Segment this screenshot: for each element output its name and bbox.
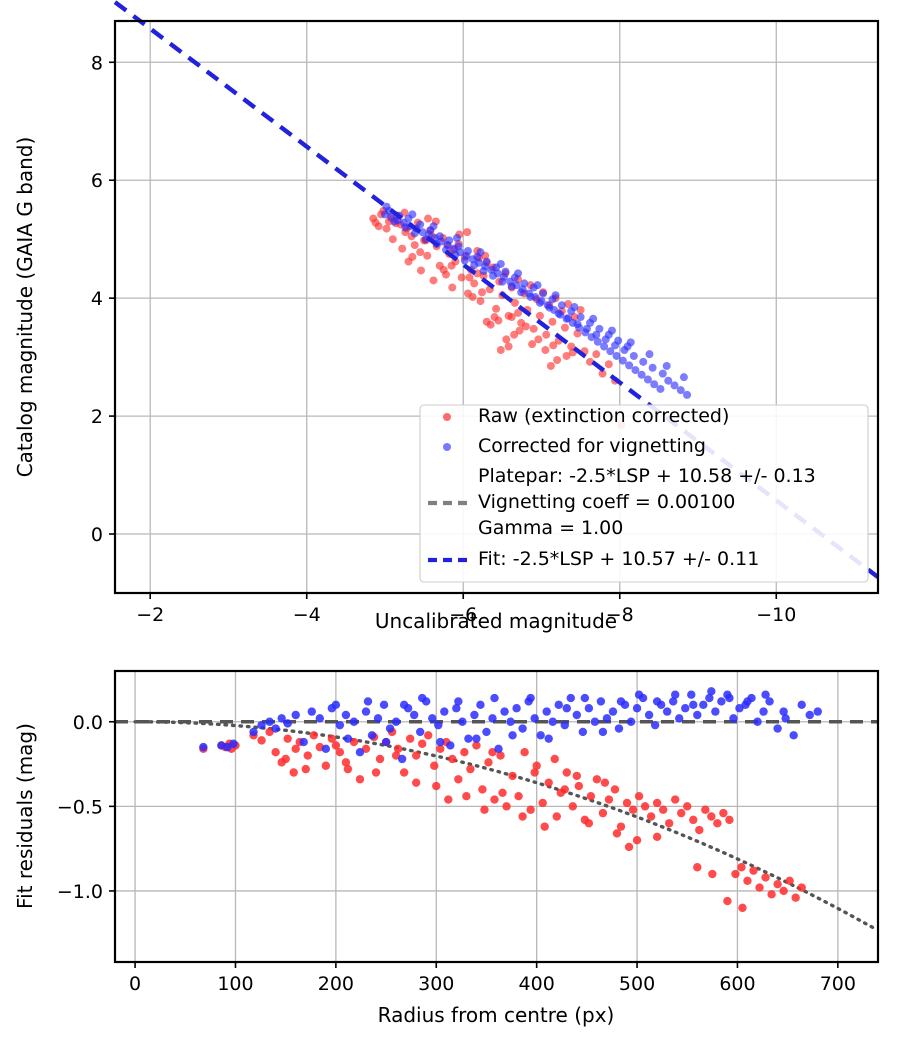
top-y-tick-label: 6 [91,170,103,192]
top-y-tick-label: 0 [91,524,103,546]
fit-residuals-panel: 0 100 200 300 400 500 600 700 0.0 −0.5 −1.0 Radius… [13,669,880,1027]
bottom-x-tick-label: 200 [318,973,354,995]
residual-series-corrected-for-vignetting [199,687,822,764]
top-y-axis-title: Catalog magnitude (GAIA G band) [13,137,37,478]
top-y-tick-label: 2 [91,406,103,428]
bottom-tickmarks [109,720,839,968]
bottom-y-tick-label: 0.0 [73,712,103,734]
top-y-tick-label: 4 [91,288,103,310]
bottom-tick-labels: 0 100 200 300 400 500 600 700 0.0 −0.5 −1.0 [57,712,856,995]
top-y-tick-label: 8 [91,52,103,74]
top-tickmarks [109,61,778,599]
legend-label: Fit: -2.5*LSP + 10.57 +/- 0.11 [478,548,759,570]
bottom-x-tick-label: 600 [719,973,755,995]
bottom-x-tick-label: 100 [217,973,253,995]
top-axes-frame [113,19,880,595]
bottom-y-axis-title: Fit residuals (mag) [13,723,37,909]
bottom-axes-frame [113,669,880,964]
top-x-tick-label: −8 [606,604,634,626]
bottom-x-tick-label: 500 [619,973,655,995]
vignetting-curve [133,720,878,931]
legend-label: Gamma = 1.00 [478,517,623,539]
top-x-axis-title: Uncalibrated magnitude [375,609,617,633]
bottom-y-tick-label: −1.0 [57,881,103,903]
legend-label: Vignetting coeff = 0.00100 [478,491,735,513]
series-corrected-for-vignetting [380,202,692,399]
top-tick-labels: −2 −4 −6 −8 −10 0 2 4 6 8 [91,52,796,626]
bottom-x-tick-label: 0 [129,973,141,995]
bottom-x-axis-title: Radius from centre (px) [378,1003,615,1027]
bottom-x-tick-label: 300 [418,973,454,995]
legend-marker-dot [443,443,451,451]
legend-label: Platepar: -2.5*LSP + 10.58 +/- 0.13 [478,465,816,487]
bottom-y-tick-label: −0.5 [57,796,103,818]
bottom-scatter-points [199,687,822,913]
plot-legend: Raw (extinction corrected) Corrected for … [419,404,869,583]
residual-series-raw-extinction-corrected [199,727,806,913]
top-x-tick-label: −6 [449,604,477,626]
top-x-tick-label: −10 [756,604,796,626]
legend-entries: Raw (extinction corrected) Corrected for … [428,405,816,570]
top-x-tick-label: −2 [136,604,164,626]
legend-marker-dot [443,413,451,421]
bottom-x-tick-label: 700 [820,973,856,995]
legend-box [419,404,869,583]
legend-label: Raw (extinction corrected) [478,405,729,427]
bottom-x-tick-label: 400 [519,973,555,995]
legend-label: Corrected for vignetting [478,435,706,457]
top-x-tick-label: −4 [293,604,321,626]
